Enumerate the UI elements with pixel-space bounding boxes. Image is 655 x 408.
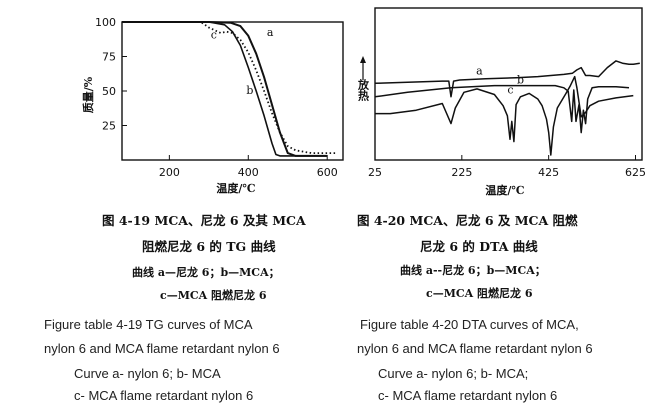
tg-y-tick-label: 25 bbox=[102, 120, 116, 133]
fig2-caption-en-2: nylon 6 and MCA flame retardant nylon 6 bbox=[357, 341, 593, 356]
fig1-caption-en-4: c- MCA flame retardant nylon 6 bbox=[74, 388, 254, 403]
dta-series-c-line bbox=[375, 75, 634, 156]
dta-plot-frame bbox=[374, 7, 643, 161]
fig2-caption-en-1: Figure table 4-20 DTA curves of MCA, bbox=[360, 317, 579, 332]
fig2-caption-cn-4: c—MCA 阻燃尼龙 6 bbox=[426, 287, 533, 300]
tg-plot-frame bbox=[121, 21, 344, 161]
fig2-caption-en-4: c- MCA flame retardant nylon 6 bbox=[378, 388, 558, 403]
dta-series-b-line bbox=[374, 84, 630, 134]
tg-x-tick-label: 400 bbox=[238, 166, 259, 179]
dta-curve-label-a: a bbox=[476, 64, 483, 77]
tg-x-tick-label: 600 bbox=[317, 166, 338, 179]
fig1-caption-en-1: Figure table 4-19 TG curves of MCA bbox=[44, 317, 253, 332]
dta-chart-svg: 25 225 425 625 温度/℃ 放热 a bc bbox=[357, 7, 646, 197]
tg-x-axis-label: 温度/℃ bbox=[216, 181, 255, 195]
tg-chart-svg: 200 400 600 25 50 75 100 温度/℃ 质量/% a b c bbox=[81, 16, 344, 195]
fig2-caption-cn-3: 曲线 a--尼龙 6；b—MCA； bbox=[400, 264, 546, 277]
fig1-caption-cn-2: 阻燃尼龙 6 的 TG 曲线 bbox=[142, 239, 276, 254]
fig2-caption-cn-2: 尼龙 6 的 DTA 曲线 bbox=[420, 239, 538, 254]
fig2-caption-cn-1: 图 4-20 MCA、尼龙 6 及 MCA 阻燃 bbox=[357, 213, 578, 228]
tg-curve-label-c: c bbox=[211, 29, 217, 42]
tg-x-tick-label: 200 bbox=[159, 166, 180, 179]
tg-y-axis-label: 质量/% bbox=[81, 76, 95, 113]
fig1-caption-cn-4: c—MCA 阻燃尼龙 6 bbox=[160, 289, 267, 302]
tg-curve-label-a: a bbox=[267, 26, 274, 39]
tg-series-b-line bbox=[122, 21, 328, 157]
tg-y-tick-label: 50 bbox=[102, 85, 116, 98]
dta-exo-arrow-head bbox=[360, 56, 366, 63]
dta-x-tick-label: 25 bbox=[368, 166, 382, 179]
tg-curve-label-b: b bbox=[246, 84, 253, 97]
tg-series-a-line bbox=[122, 21, 328, 157]
dta-curve-label-c: c bbox=[507, 83, 513, 96]
tg-y-tick-label: 75 bbox=[102, 51, 116, 64]
dta-x-tick-label: 225 bbox=[451, 166, 472, 179]
tg-y-tick-label: 100 bbox=[95, 16, 116, 29]
dta-chart: 25 225 425 625 温度/℃ 放热 a b c bbox=[350, 0, 655, 200]
tg-series-c-line bbox=[122, 21, 336, 155]
dta-x-tick-label: 425 bbox=[538, 166, 559, 179]
dta-curve-label-b: b bbox=[517, 73, 524, 86]
tg-chart: 200 400 600 25 50 75 100 温度/℃ 质量/% a b c bbox=[0, 0, 350, 200]
fig1-caption-cn-1: 图 4-19 MCA、尼龙 6 及其 MCA bbox=[102, 213, 306, 228]
fig2-caption-en-3: Curve a- nylon 6; b- MCA; bbox=[378, 366, 529, 381]
fig1-caption-en-2: nylon 6 and MCA flame retardant nylon 6 bbox=[44, 341, 280, 356]
fig1-caption-cn-3: 曲线 a—尼龙 6；b—MCA； bbox=[132, 266, 280, 279]
dta-x-axis-label: 温度/℃ bbox=[485, 183, 524, 197]
dta-series-a-line bbox=[374, 60, 640, 98]
fig1-caption-en-3: Curve a- nylon 6; b- MCA bbox=[74, 366, 221, 381]
dta-y-axis-label: 放热 bbox=[357, 78, 371, 102]
dta-x-tick-label: 625 bbox=[625, 166, 646, 179]
